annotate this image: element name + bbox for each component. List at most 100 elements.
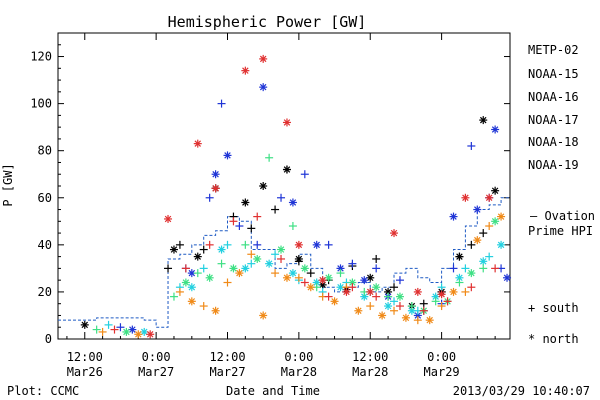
south-marker	[300, 278, 309, 287]
south-marker	[336, 269, 345, 278]
south-marker	[437, 302, 446, 311]
south-marker	[366, 302, 375, 311]
north-marker	[217, 245, 226, 254]
north-marker	[479, 257, 488, 266]
south-marker	[324, 292, 333, 301]
north-marker	[193, 139, 202, 148]
south-marker	[277, 254, 286, 263]
x-axis-ticks: 12:00Mar260:00Mar2712:00Mar270:00Mar2812…	[66, 33, 496, 379]
x-tick-time-label: 0:00	[427, 350, 456, 364]
north-marker	[193, 252, 202, 261]
x-tick-time-label: 0:00	[284, 350, 313, 364]
north-marker	[306, 283, 315, 292]
footer-timestamp: 2013/03/29 10:40:07	[453, 384, 590, 398]
north-marker	[265, 259, 274, 268]
north-marker	[401, 313, 410, 322]
y-tick-label: 0	[45, 332, 52, 346]
north-marker	[503, 273, 512, 282]
north-marker	[294, 254, 303, 263]
south-marker	[253, 212, 262, 221]
south-marker	[413, 316, 422, 325]
south-marker	[217, 259, 226, 268]
y-tick-label: 20	[38, 285, 52, 299]
south-marker	[253, 240, 262, 249]
north-marker	[318, 276, 327, 285]
south-marker	[395, 302, 404, 311]
north-marker	[312, 240, 321, 249]
south-marker	[265, 153, 274, 162]
north-marker	[491, 125, 500, 134]
south-marker	[271, 250, 280, 259]
north-marker	[277, 245, 286, 254]
south-marker	[467, 141, 476, 150]
north-marker	[491, 186, 500, 195]
north-marker	[461, 193, 470, 202]
north-marker	[187, 283, 196, 292]
y-tick-label: 60	[38, 191, 52, 205]
north-marker	[312, 278, 321, 287]
south-marker	[461, 264, 470, 273]
north-marker	[128, 325, 137, 334]
footer-plot-source: Plot: CCMC	[7, 384, 79, 398]
south-marker	[384, 292, 393, 301]
north-marker	[187, 297, 196, 306]
north-marker	[455, 252, 464, 261]
south-marker	[116, 323, 125, 332]
north-marker	[259, 182, 268, 190]
south-marker	[306, 269, 315, 278]
south-marker	[193, 269, 202, 278]
north-marker	[384, 302, 393, 311]
south-marker	[223, 240, 232, 249]
south-marker	[461, 287, 470, 296]
south-marker	[455, 278, 464, 287]
north-marker	[253, 254, 262, 263]
legend-ovation-line2: Prime HPI	[528, 224, 593, 238]
north-marker	[449, 212, 458, 221]
north-marker	[366, 273, 375, 282]
south-marker	[223, 278, 232, 287]
north-marker	[80, 320, 89, 329]
ovation-hpi-line	[58, 197, 510, 328]
x-tick-date-label: Mar26	[67, 365, 103, 379]
south-marker	[348, 259, 357, 268]
north-marker	[282, 165, 291, 174]
north-marker	[324, 273, 333, 282]
south-marker	[395, 276, 404, 285]
south-marker	[372, 254, 381, 263]
south-marker	[277, 193, 286, 202]
north-marker	[485, 193, 494, 202]
south-marker	[92, 325, 101, 334]
legend-north: * north	[528, 332, 579, 346]
north-marker	[342, 287, 351, 296]
south-marker	[205, 240, 214, 249]
north-marker	[187, 269, 196, 278]
south-marker	[217, 99, 226, 108]
north-marker	[497, 240, 506, 249]
footer-xlabel: Date and Time	[226, 384, 320, 398]
north-marker	[437, 290, 446, 299]
south-marker	[98, 327, 107, 336]
x-tick-date-label: Mar27	[138, 365, 174, 379]
south-marker	[419, 306, 428, 315]
south-marker	[479, 229, 488, 238]
north-marker	[229, 264, 238, 273]
north-marker	[497, 212, 506, 221]
south-marker	[229, 217, 238, 226]
south-marker	[437, 283, 446, 292]
y-tick-label: 80	[38, 144, 52, 158]
north-marker	[241, 66, 250, 75]
south-marker	[479, 264, 488, 273]
north-marker	[282, 273, 291, 282]
south-marker	[271, 205, 280, 214]
north-marker	[223, 151, 232, 160]
x-tick-time-label: 12:00	[67, 350, 103, 364]
x-tick-time-label: 12:00	[209, 350, 245, 364]
south-marker	[271, 269, 280, 278]
south-marker	[348, 283, 357, 292]
x-tick-time-label: 0:00	[142, 350, 171, 364]
south-marker	[485, 252, 494, 261]
south-marker	[199, 245, 208, 254]
south-marker	[169, 292, 178, 301]
south-marker	[199, 264, 208, 273]
